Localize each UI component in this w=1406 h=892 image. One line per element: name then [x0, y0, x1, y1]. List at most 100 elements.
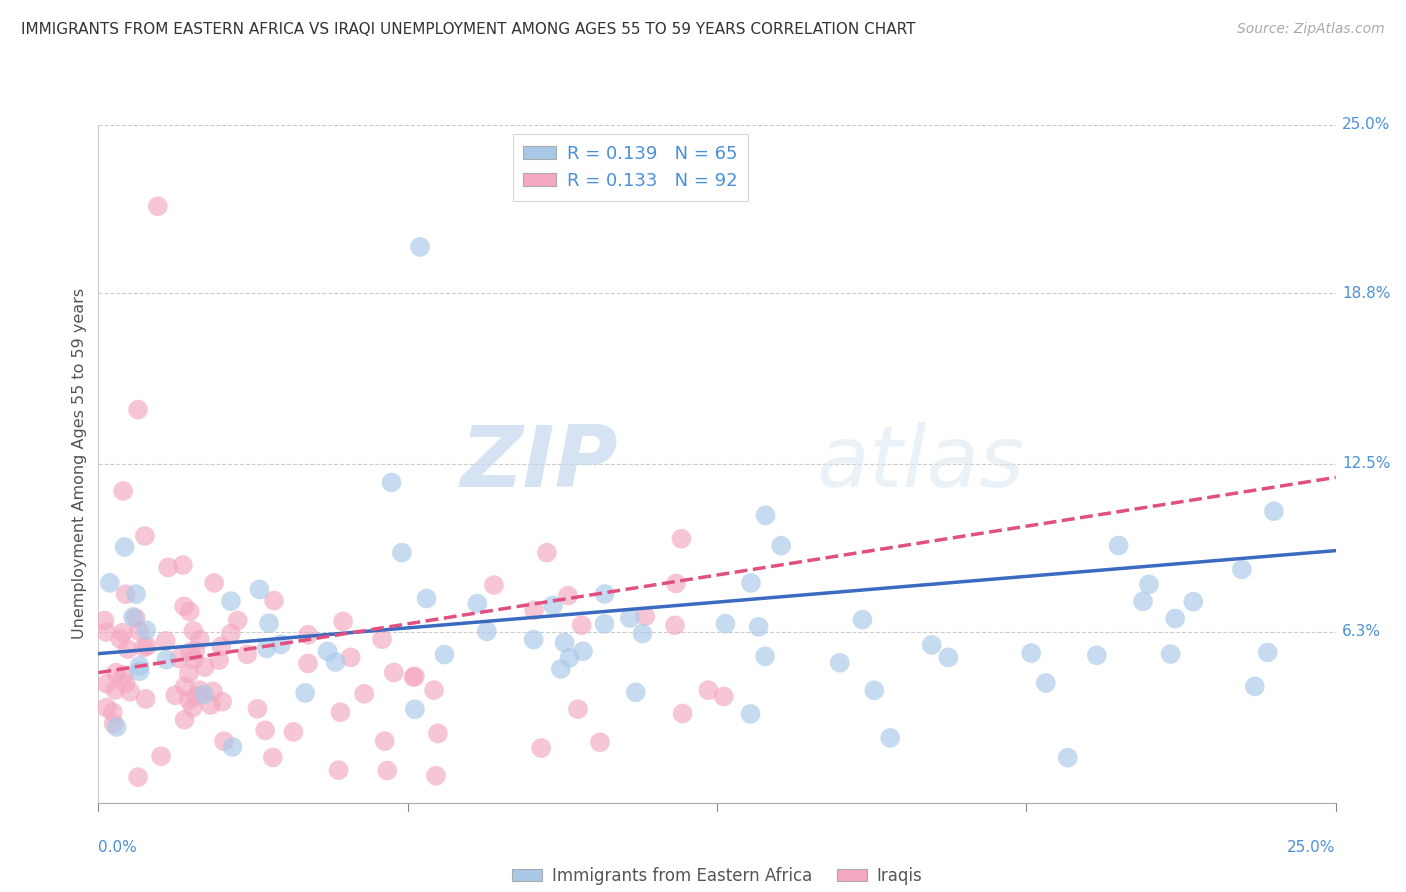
Point	[374, 734, 396, 748]
Point	[132, 640, 155, 655]
Point	[124, 611, 146, 625]
Point	[671, 706, 693, 721]
Point	[433, 648, 456, 662]
Point	[863, 683, 886, 698]
Text: 6.3%: 6.3%	[1341, 624, 1381, 640]
Point	[146, 199, 169, 213]
Point	[567, 702, 589, 716]
Point	[181, 700, 204, 714]
Point	[157, 560, 180, 574]
Point	[1243, 679, 1265, 693]
Point	[254, 723, 277, 738]
Point	[426, 726, 449, 740]
Point	[136, 639, 159, 653]
Point	[212, 734, 235, 748]
Point	[283, 724, 305, 739]
Point	[96, 700, 118, 714]
Text: IMMIGRANTS FROM EASTERN AFRICA VS IRAQI UNEMPLOYMENT AMONG AGES 55 TO 59 YEARS C: IMMIGRANTS FROM EASTERN AFRICA VS IRAQI …	[21, 22, 915, 37]
Point	[211, 695, 233, 709]
Point	[482, 578, 505, 592]
Point	[828, 656, 851, 670]
Point	[740, 706, 762, 721]
Point	[619, 611, 641, 625]
Point	[262, 750, 284, 764]
Point	[425, 769, 447, 783]
Y-axis label: Unemployment Among Ages 55 to 59 years: Unemployment Among Ages 55 to 59 years	[72, 288, 87, 640]
Point	[219, 626, 242, 640]
Point	[226, 614, 249, 628]
Point	[328, 763, 350, 777]
Point	[179, 605, 201, 619]
Point	[246, 702, 269, 716]
Point	[128, 658, 150, 673]
Point	[98, 575, 121, 590]
Point	[101, 705, 124, 719]
Point	[938, 650, 960, 665]
Point	[402, 670, 425, 684]
Point	[631, 626, 654, 640]
Point	[111, 625, 134, 640]
Point	[404, 702, 426, 716]
Point	[571, 618, 593, 632]
Point	[530, 741, 553, 756]
Point	[1019, 646, 1042, 660]
Point	[557, 589, 579, 603]
Legend: Immigrants from Eastern Africa, Iraqis: Immigrants from Eastern Africa, Iraqis	[505, 860, 929, 891]
Point	[558, 650, 581, 665]
Point	[236, 647, 259, 661]
Point	[122, 610, 145, 624]
Point	[221, 739, 243, 754]
Point	[554, 635, 576, 649]
Point	[921, 638, 943, 652]
Point	[165, 688, 187, 702]
Point	[740, 576, 762, 591]
Point	[714, 616, 737, 631]
Point	[209, 639, 232, 653]
Point	[879, 731, 901, 745]
Point	[188, 632, 211, 647]
Point	[297, 628, 319, 642]
Point	[112, 483, 135, 498]
Point	[423, 683, 446, 698]
Point	[173, 680, 195, 694]
Point	[150, 749, 173, 764]
Text: atlas: atlas	[815, 422, 1024, 506]
Point	[193, 687, 215, 701]
Point	[371, 632, 394, 647]
Point	[1230, 562, 1253, 576]
Point	[523, 632, 546, 647]
Point	[382, 665, 405, 680]
Point	[375, 764, 398, 778]
Point	[541, 599, 564, 613]
Point	[1085, 648, 1108, 663]
Point	[135, 692, 157, 706]
Point	[155, 633, 177, 648]
Point	[409, 240, 432, 254]
Text: 18.8%: 18.8%	[1341, 285, 1391, 301]
Point	[173, 713, 195, 727]
Point	[194, 660, 217, 674]
Point	[294, 686, 316, 700]
Point	[664, 618, 686, 632]
Point	[112, 668, 135, 682]
Point	[550, 662, 572, 676]
Point	[117, 642, 139, 657]
Point	[1164, 611, 1187, 625]
Point	[391, 546, 413, 560]
Point	[713, 690, 735, 704]
Point	[754, 649, 776, 664]
Point	[380, 475, 402, 490]
Point	[96, 624, 118, 639]
Text: 25.0%: 25.0%	[1341, 118, 1391, 132]
Point	[127, 402, 149, 417]
Point	[624, 685, 647, 699]
Point	[593, 587, 616, 601]
Point	[103, 716, 125, 731]
Point	[748, 620, 770, 634]
Point	[183, 652, 205, 666]
Point	[96, 677, 118, 691]
Point	[1137, 577, 1160, 591]
Point	[247, 582, 270, 597]
Point	[188, 683, 211, 698]
Point	[127, 770, 149, 784]
